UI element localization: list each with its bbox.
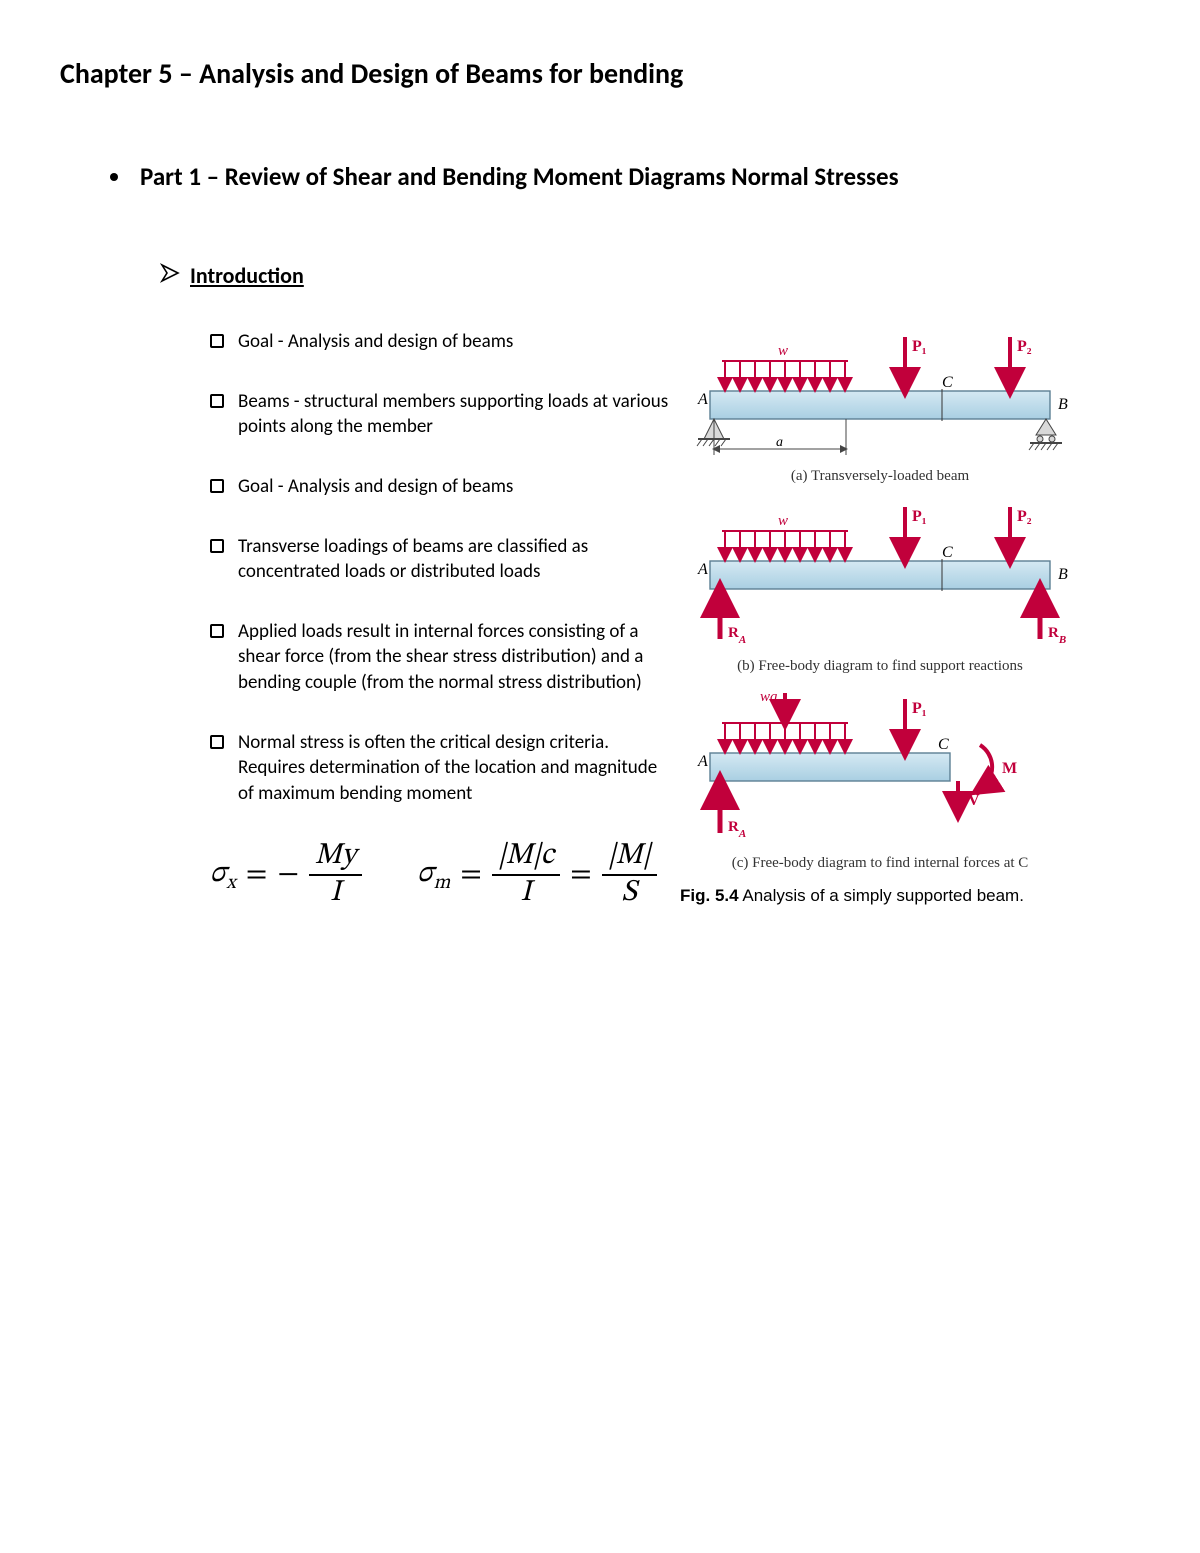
minus-sign: −: [277, 856, 299, 894]
p1-label: P₁: [912, 700, 927, 717]
fraction-bar: [602, 874, 657, 876]
part-title: Part 1 – Review of Shear and Bending Mom…: [140, 161, 899, 192]
chapter-title: Chapter 5 – Analysis and Design of Beams…: [60, 56, 1140, 91]
figure-5-4: w P₁ P₂ A C B a: [680, 329, 1080, 906]
wa-label: wa: [760, 689, 778, 705]
sigma-subscript: m: [434, 873, 451, 893]
p1-label: P₁: [912, 508, 927, 525]
label-B: B: [1058, 566, 1068, 583]
beam-diagram-c: wa P₁ A C RA V M: [680, 681, 1080, 846]
fraction-bar: [492, 874, 560, 876]
denominator: I: [515, 878, 538, 910]
fraction: |M| S: [602, 841, 657, 910]
fraction: |M|c I: [492, 841, 560, 910]
dist-load-label: w: [778, 343, 788, 359]
fraction-bar: [309, 874, 362, 876]
equals-sign: =: [570, 856, 592, 894]
figure-main-caption: Fig. 5.4 Analysis of a simply supported …: [680, 886, 1080, 906]
list-item: Normal stress is often the critical desi…: [210, 730, 670, 807]
equals-sign: =: [460, 856, 482, 894]
list-item: Goal - Analysis and design of beams: [210, 474, 670, 500]
sigma-symbol: σ: [417, 859, 433, 889]
fraction: My I: [309, 841, 362, 910]
label-B: B: [1058, 396, 1068, 413]
denominator: I: [324, 878, 347, 910]
p2-label: P₂: [1017, 508, 1032, 525]
equation-sigma-m: σm = |M|c I = |M| S: [417, 841, 656, 910]
equation-sigma-x: σx = − My I: [210, 841, 362, 910]
panel-a-caption: (a) Transversely-loaded beam: [680, 468, 1080, 485]
bullet-list: Goal - Analysis and design of beams Beam…: [60, 329, 670, 807]
denominator: S: [616, 878, 643, 910]
svg-text:RB: RB: [1048, 625, 1066, 646]
label-A: A: [697, 753, 708, 770]
label-A: A: [697, 561, 708, 578]
numerator: My: [309, 841, 362, 873]
sigma-symbol: σ: [210, 859, 226, 889]
panel-c-caption: (c) Free-body diagram to find internal f…: [680, 855, 1080, 872]
p1-label: P₁: [912, 338, 927, 355]
label-C: C: [938, 736, 949, 753]
label-C: C: [942, 544, 953, 561]
label-C: C: [942, 374, 953, 391]
intro-title: Introduction: [190, 262, 304, 289]
svg-text:RA: RA: [728, 819, 746, 840]
sigma-subscript: x: [226, 873, 235, 893]
svg-text:RA: RA: [728, 625, 746, 646]
content-columns: Goal - Analysis and design of beams Beam…: [60, 329, 1140, 910]
list-item: Beams - structural members supporting lo…: [210, 389, 670, 440]
label-A: A: [697, 391, 708, 408]
numerator: |M|c: [492, 841, 560, 873]
equation-block: σx = − My I σm = |M|c I: [210, 841, 670, 910]
right-column: w P₁ P₂ A C B a: [670, 329, 1140, 906]
p2-label: P₂: [1017, 338, 1032, 355]
V-label: V: [968, 792, 980, 809]
equals-sign: =: [246, 856, 268, 894]
part-heading-row: Part 1 – Review of Shear and Bending Mom…: [110, 161, 1140, 192]
numerator: |M|: [602, 841, 657, 873]
dist-load-label: w: [778, 513, 788, 529]
beam-diagram-b: w P₁ P₂ A C B RA RB: [680, 499, 1080, 649]
list-item: Goal - Analysis and design of beams: [210, 329, 670, 355]
list-item: Transverse loadings of beams are classif…: [210, 534, 670, 585]
arrowhead-icon: [160, 263, 180, 288]
page: Chapter 5 – Analysis and Design of Beams…: [0, 0, 1200, 1553]
panel-b-caption: (b) Free-body diagram to find support re…: [680, 658, 1080, 675]
figure-caption-text: Analysis of a simply supported beam.: [739, 886, 1024, 905]
intro-heading-row: Introduction: [160, 262, 1140, 289]
dim-a-label: a: [776, 435, 783, 450]
left-column: Goal - Analysis and design of beams Beam…: [60, 329, 670, 910]
list-item: Applied loads result in internal forces …: [210, 619, 670, 696]
figure-number: Fig. 5.4: [680, 886, 739, 905]
disc-bullet-icon: [110, 173, 118, 181]
M-label: M: [1002, 760, 1017, 777]
beam-diagram-a: w P₁ P₂ A C B a: [680, 329, 1080, 459]
